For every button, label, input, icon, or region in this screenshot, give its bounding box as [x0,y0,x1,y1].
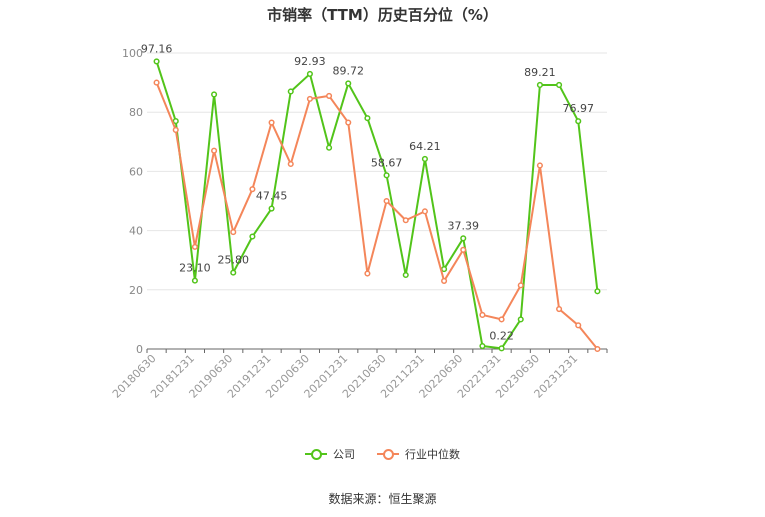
series-1-point [230,229,237,236]
legend-item-company[interactable]: 公司 [305,446,355,462]
legend-industry-swatch [377,448,399,460]
data-label: 97.16 [141,42,173,55]
series-1-point [594,345,601,353]
series-1-point [421,208,428,215]
series-1-point [536,162,543,169]
y-tick-label: 0 [136,343,143,356]
series-0-point [306,70,313,77]
data-label: 58.67 [371,156,403,169]
series-0-point [345,80,352,87]
series-1-point [460,246,467,253]
series-0-point [479,342,486,350]
series-1-point [249,186,256,193]
data-label: 47.45 [256,190,288,203]
series-1-point [441,277,448,284]
series-1-point [575,322,582,329]
series-1-point [556,305,563,313]
series-0-point [556,81,563,89]
series-1-point [287,160,294,168]
source-note: 数据来源：恒生聚源 [328,492,437,506]
series-0-point [441,266,448,273]
series-0-point [402,271,409,279]
series-1-point [383,197,390,205]
series-0-point [191,277,198,284]
y-tick-label: 40 [129,225,143,238]
series-1-point [211,147,218,154]
series-0-point [326,144,333,151]
series-1-point [191,243,198,250]
data-label: 25.80 [218,254,250,267]
legend-company-swatch [305,448,327,460]
data-label: 89.72 [333,64,365,77]
legend-item-industry[interactable]: 行业中位数 [377,446,460,462]
series-line-1 [155,82,599,350]
y-tick-label: 60 [129,165,143,178]
series-1-point [402,217,409,224]
series-0-point [517,316,524,323]
data-label: 76.97 [563,102,595,115]
series-0-point [536,81,543,88]
series-1-point [345,119,352,126]
series-0-point [211,91,218,98]
legend-company-label: 公司 [333,448,355,461]
data-label: 23.10 [179,262,211,275]
series-1-point [268,119,275,126]
series-0-point [172,118,179,125]
series-1-point [153,79,160,86]
series-line-0 [155,61,599,350]
data-label: 37.39 [448,219,480,232]
series-1-point [479,311,486,319]
series-0-point [498,345,505,352]
series-1-point [172,126,179,134]
data-label: 0.22 [489,329,514,342]
data-label: 92.93 [294,55,326,68]
chart-title: 市销率（TTM）历史百分位（%） [267,6,498,24]
grid-lines [147,52,607,291]
series-0-point [421,155,428,162]
y-tick-label: 20 [129,284,143,297]
series-1-point [306,95,313,102]
series-0-point [268,205,275,212]
series-0-point [575,118,582,125]
y-tick-label: 100 [122,47,143,60]
series-0-point [230,269,237,276]
series-1-point [364,270,371,277]
legend-industry-label: 行业中位数 [405,448,460,461]
data-labels: 97.16 23.10 25.80 47.45 92.93 89.72 58.67 64.21… [141,42,594,342]
series [153,58,601,353]
line-chart: 0204060801002018063020181231201906302019… [110,42,608,401]
series-0-point [460,235,467,242]
series-0-point [364,115,371,122]
series-0-point [594,288,601,295]
data-label: 64.21 [409,140,441,153]
series-1-point [326,92,333,99]
legend: 公司 行业中位数 [0,446,765,462]
series-1-point [498,316,505,323]
series-0-point [249,233,256,240]
data-label: 89.21 [524,66,556,79]
series-0-point [383,172,390,179]
y-tick-label: 80 [129,106,143,119]
series-1-point [517,282,524,289]
series-0-point [153,58,160,65]
series-0-point [287,88,294,95]
